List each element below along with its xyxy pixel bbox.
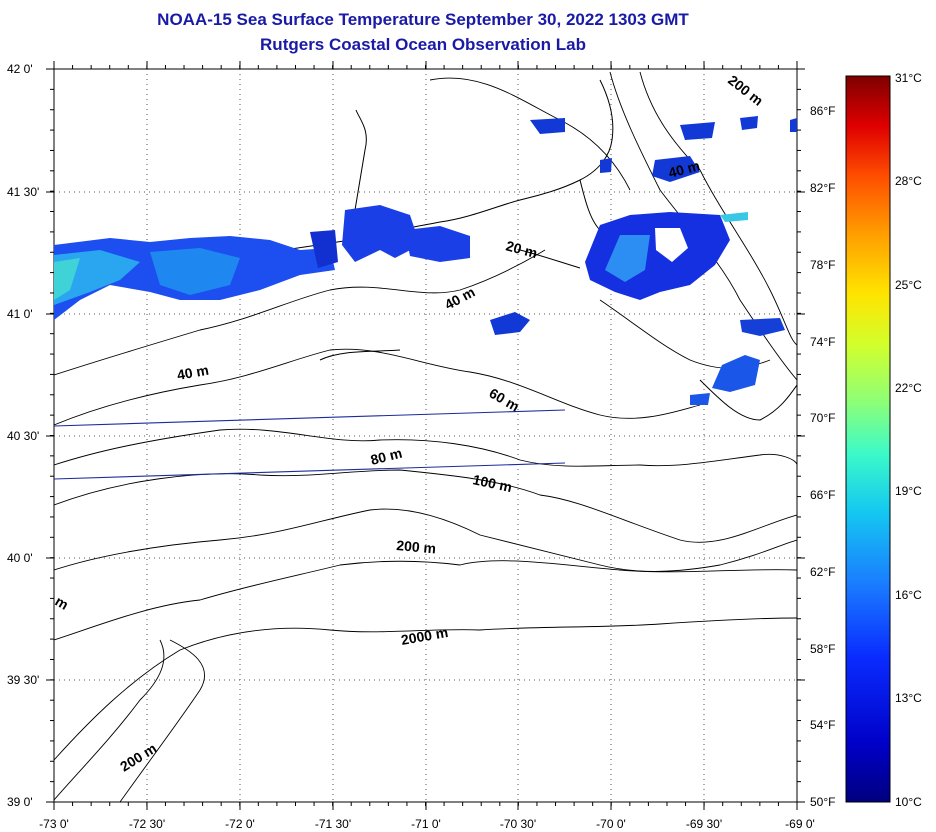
- sst-data-patches: [54, 116, 797, 405]
- fahrenheit-label: 78°F: [810, 258, 835, 272]
- lat-tick-label: 42 0': [7, 62, 33, 76]
- lon-tick-label: -69 30': [686, 817, 722, 831]
- lon-tick-label: -70 30': [500, 817, 536, 831]
- celsius-label: 16°C: [895, 588, 922, 602]
- fahrenheit-label: 62°F: [810, 565, 835, 579]
- fahrenheit-label: 70°F: [810, 411, 835, 425]
- satellite-track-lines: [54, 409, 566, 480]
- celsius-label: 22°C: [895, 381, 922, 395]
- graticule: [54, 69, 797, 802]
- fahrenheit-label: 82°F: [810, 181, 835, 195]
- fahrenheit-label: 74°F: [810, 335, 835, 349]
- latitude-tick-labels: 42 0' 41 30' 41 0' 40 30' 40 0' 39 30' 3…: [7, 62, 39, 809]
- fahrenheit-scale-labels: 86°F 82°F 78°F 74°F 70°F 66°F 62°F 58°F …: [810, 104, 835, 809]
- contour-label-200m-center: 200 m: [396, 537, 437, 556]
- celsius-label: 10°C: [895, 795, 922, 809]
- fahrenheit-label: 50°F: [810, 795, 835, 809]
- fahrenheit-label: 54°F: [810, 718, 835, 732]
- minor-tick-marks: [50, 65, 801, 806]
- celsius-label: 25°C: [895, 278, 922, 292]
- lon-tick-label: -72 0': [225, 817, 255, 831]
- lon-tick-label: -69 0': [785, 817, 815, 831]
- celsius-label: 31°C: [895, 71, 922, 85]
- lat-tick-label: 39 30': [7, 673, 39, 687]
- lon-tick-label: -70 0': [596, 817, 626, 831]
- celsius-scale-labels: 31°C 28°C 25°C 22°C 19°C 16°C 13°C 10°C: [895, 71, 922, 809]
- map-subtitle: Rutgers Coastal Ocean Observation Lab: [260, 35, 586, 54]
- lat-tick-label: 40 30': [7, 429, 39, 443]
- lon-tick-label: -72 30': [129, 817, 165, 831]
- contour-label-40m-west: 40 m: [176, 362, 210, 383]
- lat-tick-label: 40 0': [7, 551, 33, 565]
- lon-tick-label: -71 30': [315, 817, 351, 831]
- lat-tick-label: 41 0': [7, 307, 33, 321]
- lat-tick-label: 41 30': [7, 185, 39, 199]
- longitude-tick-labels: -73 0' -72 30' -72 0' -71 30' -71 0' -70…: [39, 817, 815, 831]
- plot-frame: [53, 68, 798, 803]
- map-title: NOAA-15 Sea Surface Temperature Septembe…: [157, 10, 689, 29]
- fahrenheit-label: 66°F: [810, 488, 835, 502]
- contour-label-20m: 20 m: [504, 237, 539, 261]
- celsius-label: 13°C: [895, 691, 922, 705]
- contour-label-80m: 80 m: [369, 445, 404, 468]
- color-scale-bar: [845, 75, 891, 803]
- lat-tick-label: 39 0': [7, 795, 33, 809]
- fahrenheit-label: 86°F: [810, 104, 835, 118]
- lon-tick-label: -71 0': [411, 817, 441, 831]
- bathymetry-contours: [54, 71, 797, 802]
- fahrenheit-label: 58°F: [810, 642, 835, 656]
- contour-label-40m-ne: 40 m: [667, 157, 702, 181]
- lon-tick-label: -73 0': [39, 817, 69, 831]
- celsius-label: 19°C: [895, 484, 922, 498]
- celsius-label: 28°C: [895, 174, 922, 188]
